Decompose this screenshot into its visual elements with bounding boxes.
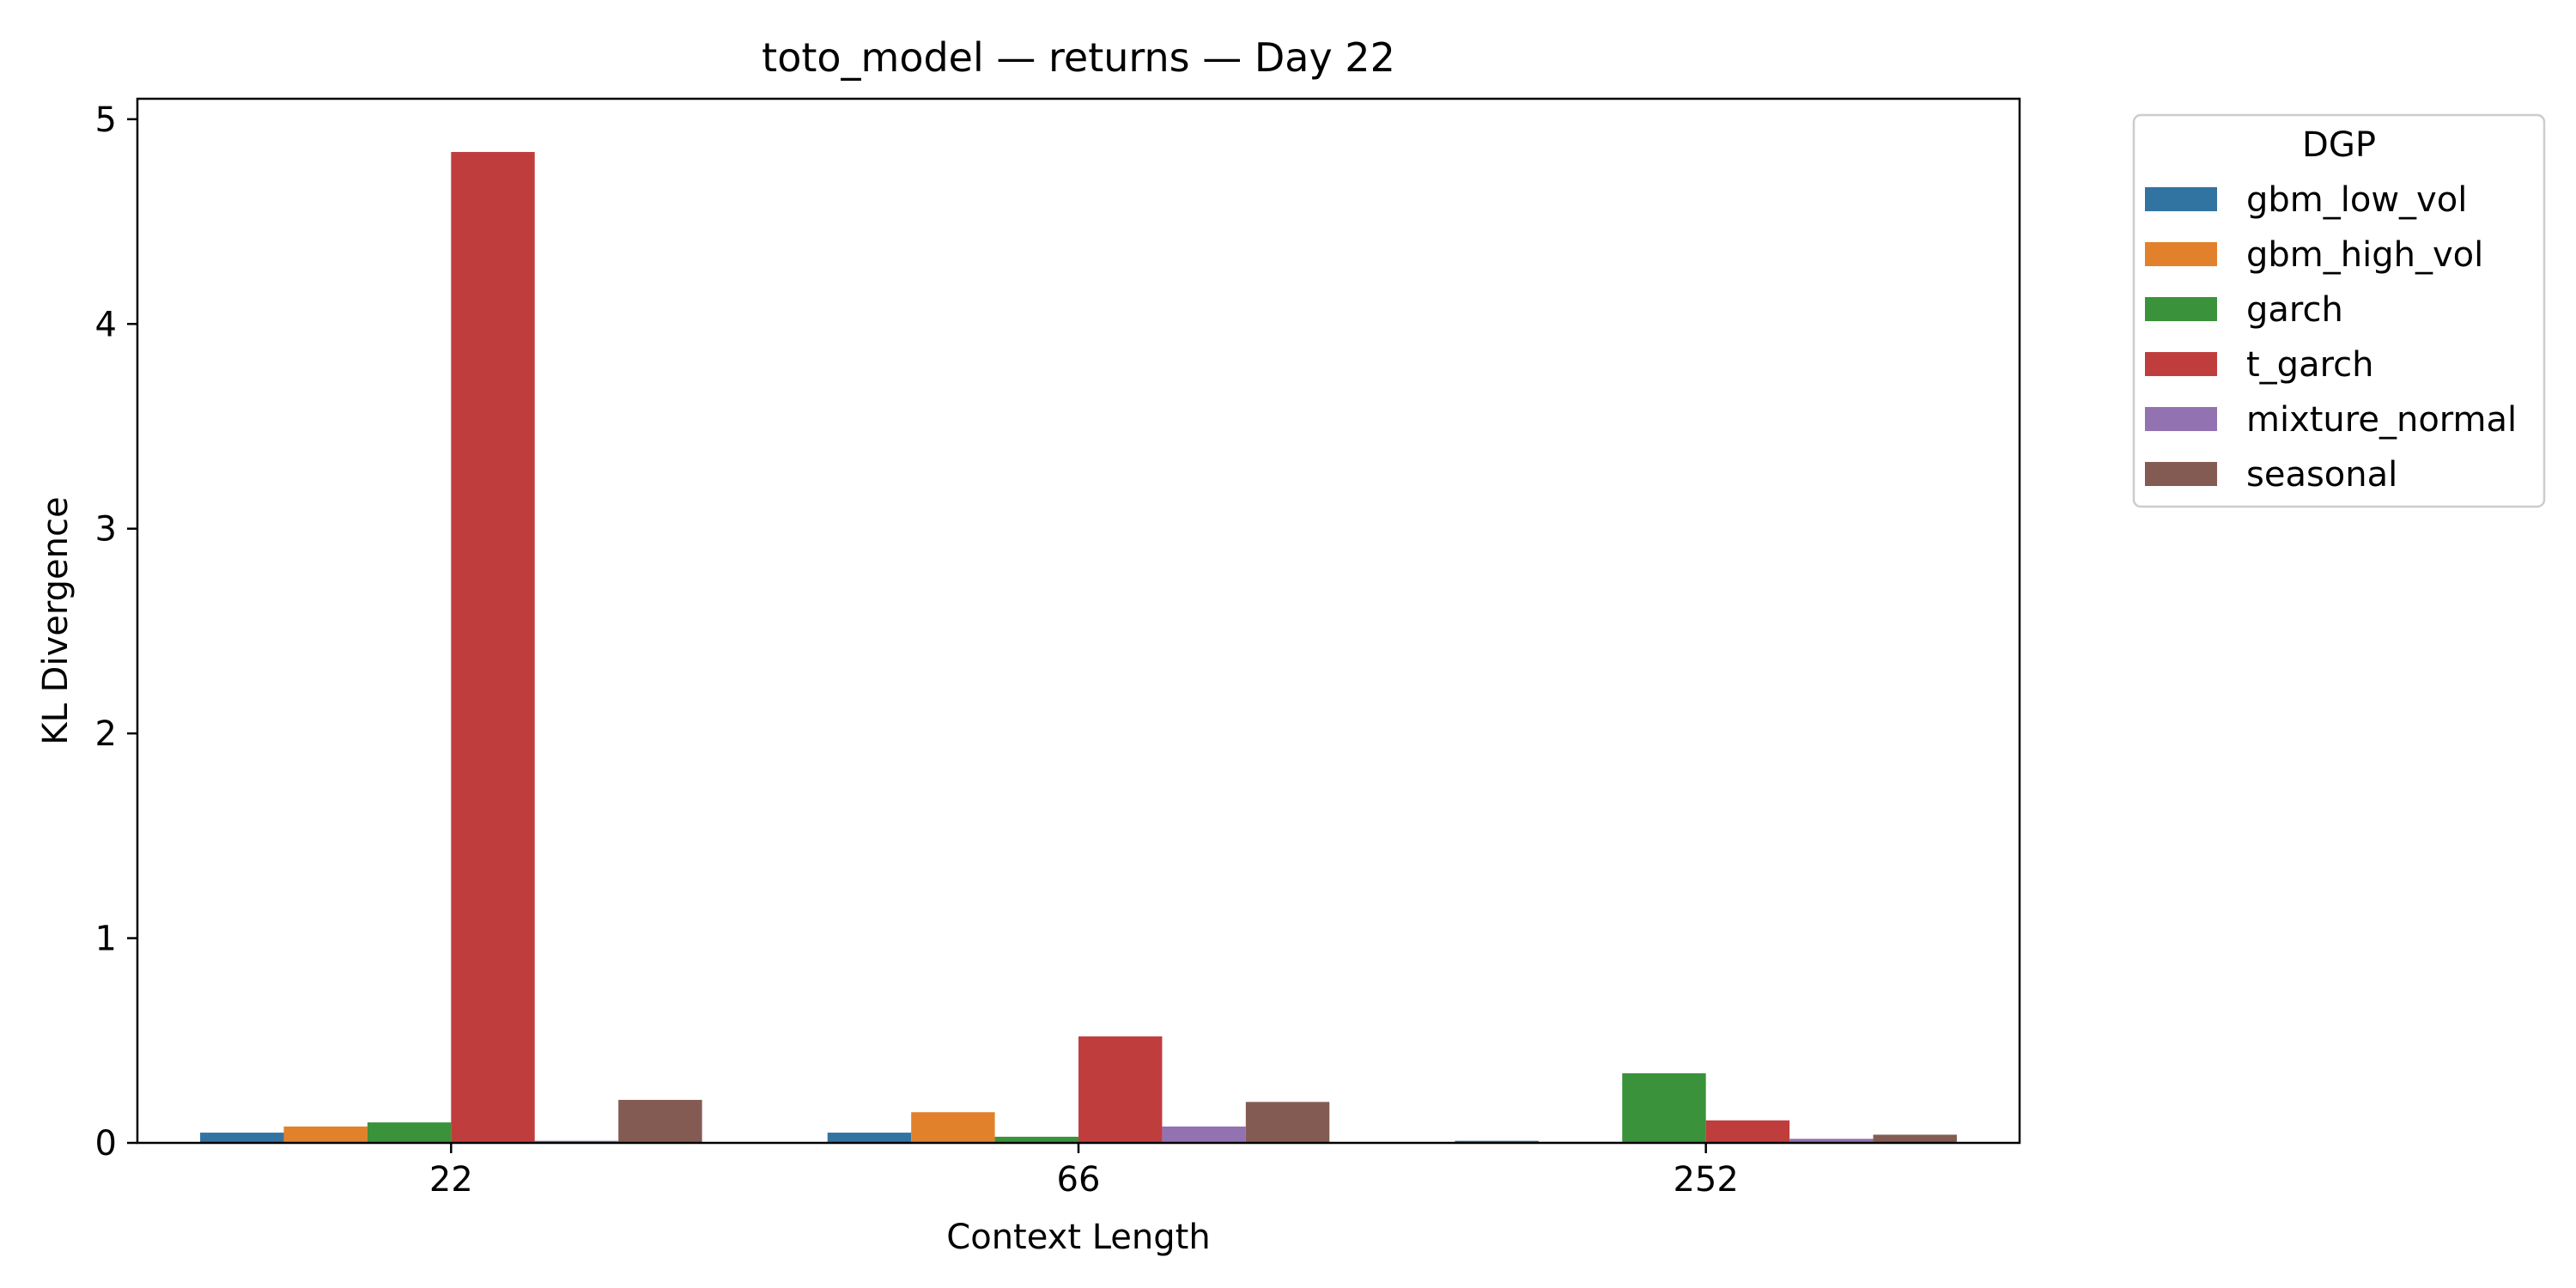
legend-swatch-t_garch <box>2145 352 2217 376</box>
y-axis-label: KL Divergence <box>36 496 76 744</box>
legend-label-gbm_high_vol: gbm_high_vol <box>2246 235 2483 275</box>
bar-mixture_normal-252 <box>1789 1139 1874 1143</box>
bar-garch-22 <box>367 1122 452 1143</box>
bar-t_garch-66 <box>1078 1036 1163 1143</box>
legend-swatch-seasonal <box>2145 462 2217 486</box>
y-tick-label: 2 <box>95 714 117 754</box>
legend-swatch-garch <box>2145 297 2217 321</box>
legend-box <box>2132 113 2546 508</box>
y-tick-label: 0 <box>95 1124 117 1163</box>
bar-seasonal-22 <box>618 1099 702 1143</box>
x-tick-label: 66 <box>1057 1160 1101 1200</box>
x-tick-label: 252 <box>1673 1160 1738 1200</box>
legend-label-t_garch: t_garch <box>2246 345 2374 385</box>
y-tick-label: 4 <box>95 305 117 344</box>
legend-label-mixture_normal: mixture_normal <box>2246 400 2517 440</box>
plot-area <box>200 151 1957 1144</box>
y-axis: 0 1 2 3 4 5 <box>95 100 137 1163</box>
y-tick-label: 5 <box>95 100 117 140</box>
legend-swatch-gbm_low_vol <box>2145 187 2217 211</box>
y-tick-label: 3 <box>95 510 117 550</box>
legend-label-gbm_low_vol: gbm_low_vol <box>2246 180 2467 220</box>
bar-gbm_low_vol-66 <box>827 1133 912 1143</box>
legend-label-garch: garch <box>2246 290 2343 330</box>
bar-garch-252 <box>1622 1072 1706 1143</box>
bar-seasonal-252 <box>1873 1134 1957 1143</box>
legend-title: DGP <box>2302 125 2376 165</box>
bar-seasonal-66 <box>1245 1102 1330 1143</box>
legend-swatch-mixture_normal <box>2145 407 2217 431</box>
y-tick-label: 1 <box>95 920 117 959</box>
chart-title: toto_model — returns — Day 22 <box>762 34 1395 81</box>
x-tick-label: 22 <box>429 1160 473 1200</box>
bar-mixture_normal-66 <box>1162 1126 1246 1143</box>
bar-gbm_low_vol-22 <box>200 1133 284 1143</box>
bar-t_garch-252 <box>1705 1120 1790 1143</box>
x-axis-label: Context Length <box>946 1218 1210 1257</box>
legend-swatch-gbm_high_vol <box>2145 242 2217 266</box>
legend-label-seasonal: seasonal <box>2246 455 2397 495</box>
x-axis: 22 66 252 <box>429 1143 1739 1200</box>
bar-garch-66 <box>994 1136 1078 1143</box>
bar-gbm_high_vol-66 <box>911 1112 995 1143</box>
bar-t_garch-22 <box>451 151 535 1144</box>
bar-gbm_high_vol-22 <box>283 1126 368 1143</box>
plot-frame <box>136 97 2021 1145</box>
